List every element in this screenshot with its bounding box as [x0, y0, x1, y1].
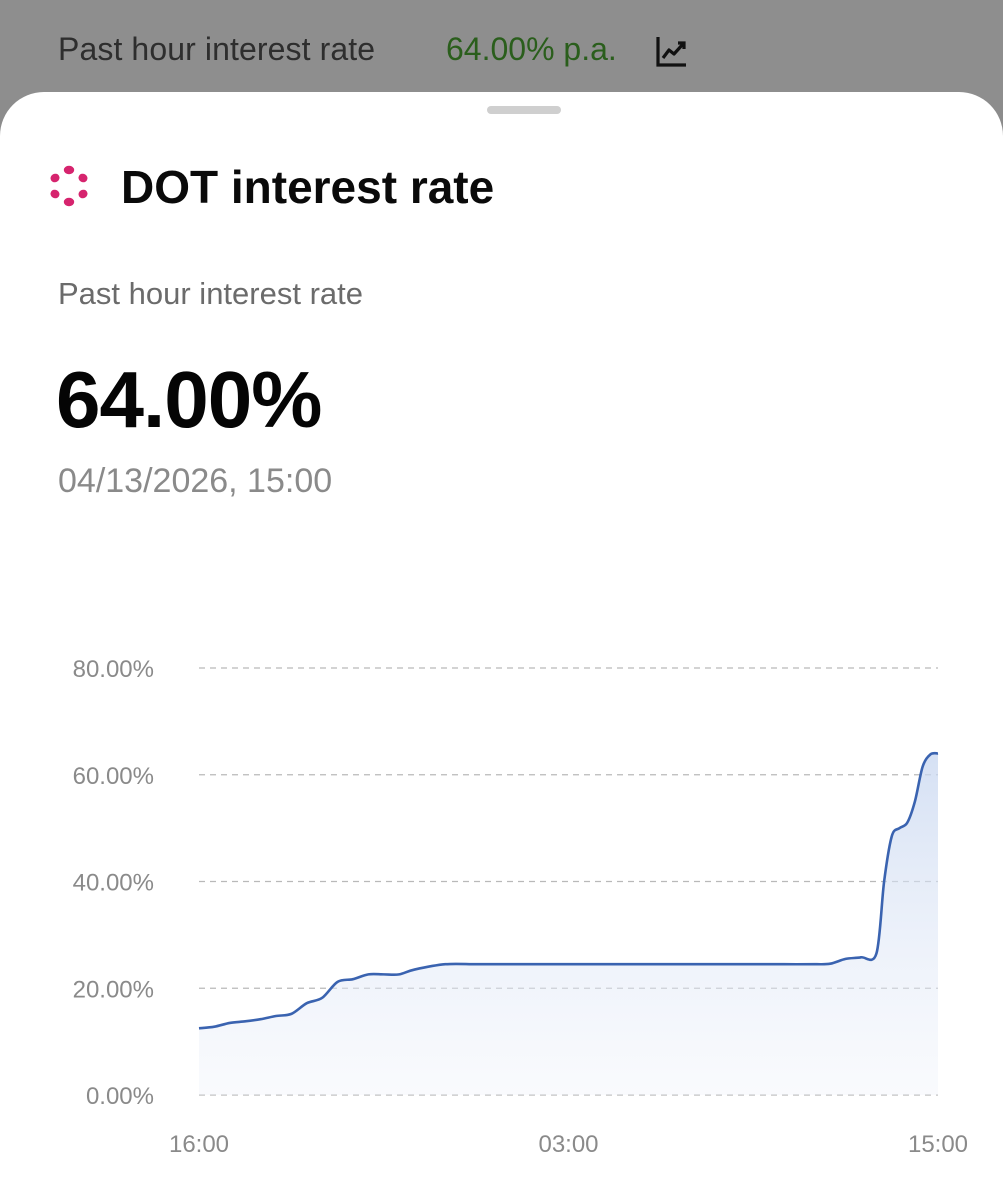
- rate-value: 64.00%: [56, 355, 322, 444]
- y-tick-label: 40.00%: [73, 870, 154, 897]
- sheet-drag-handle[interactable]: [487, 106, 561, 114]
- polkadot-logo-icon: [50, 165, 88, 207]
- rate-caption: Past hour interest rate: [58, 276, 363, 311]
- rate-timestamp: 04/13/2026, 15:00: [58, 462, 333, 500]
- chart-trend-icon[interactable]: [654, 33, 690, 69]
- y-tick-label: 60.00%: [73, 763, 154, 790]
- x-tick-label: 16:00: [169, 1131, 229, 1158]
- interest-rate-chart[interactable]: 0.00% 20.00% 40.00% 60.00% 80.00% 16:00 03:00 1…: [0, 600, 1003, 1200]
- area-fill: [199, 753, 938, 1095]
- x-tick-label: 15:00: [908, 1131, 968, 1158]
- y-tick-label: 20.00%: [73, 976, 154, 1003]
- x-tick-label: 03:00: [538, 1131, 598, 1158]
- page-title: DOT interest rate: [121, 161, 495, 213]
- y-tick-label: 0.00%: [86, 1083, 154, 1110]
- series-line: [198, 751, 939, 1030]
- interest-rate-sheet: DOT interest rate Past hour interest rat…: [0, 92, 1003, 1200]
- banner-label: Past hour interest rate: [58, 31, 376, 67]
- y-tick-label: 80.00%: [73, 656, 154, 683]
- background-banner: Past hour interest rate 64.00% p.a.: [0, 0, 1003, 100]
- banner-rate: 64.00% p.a.: [446, 31, 617, 67]
